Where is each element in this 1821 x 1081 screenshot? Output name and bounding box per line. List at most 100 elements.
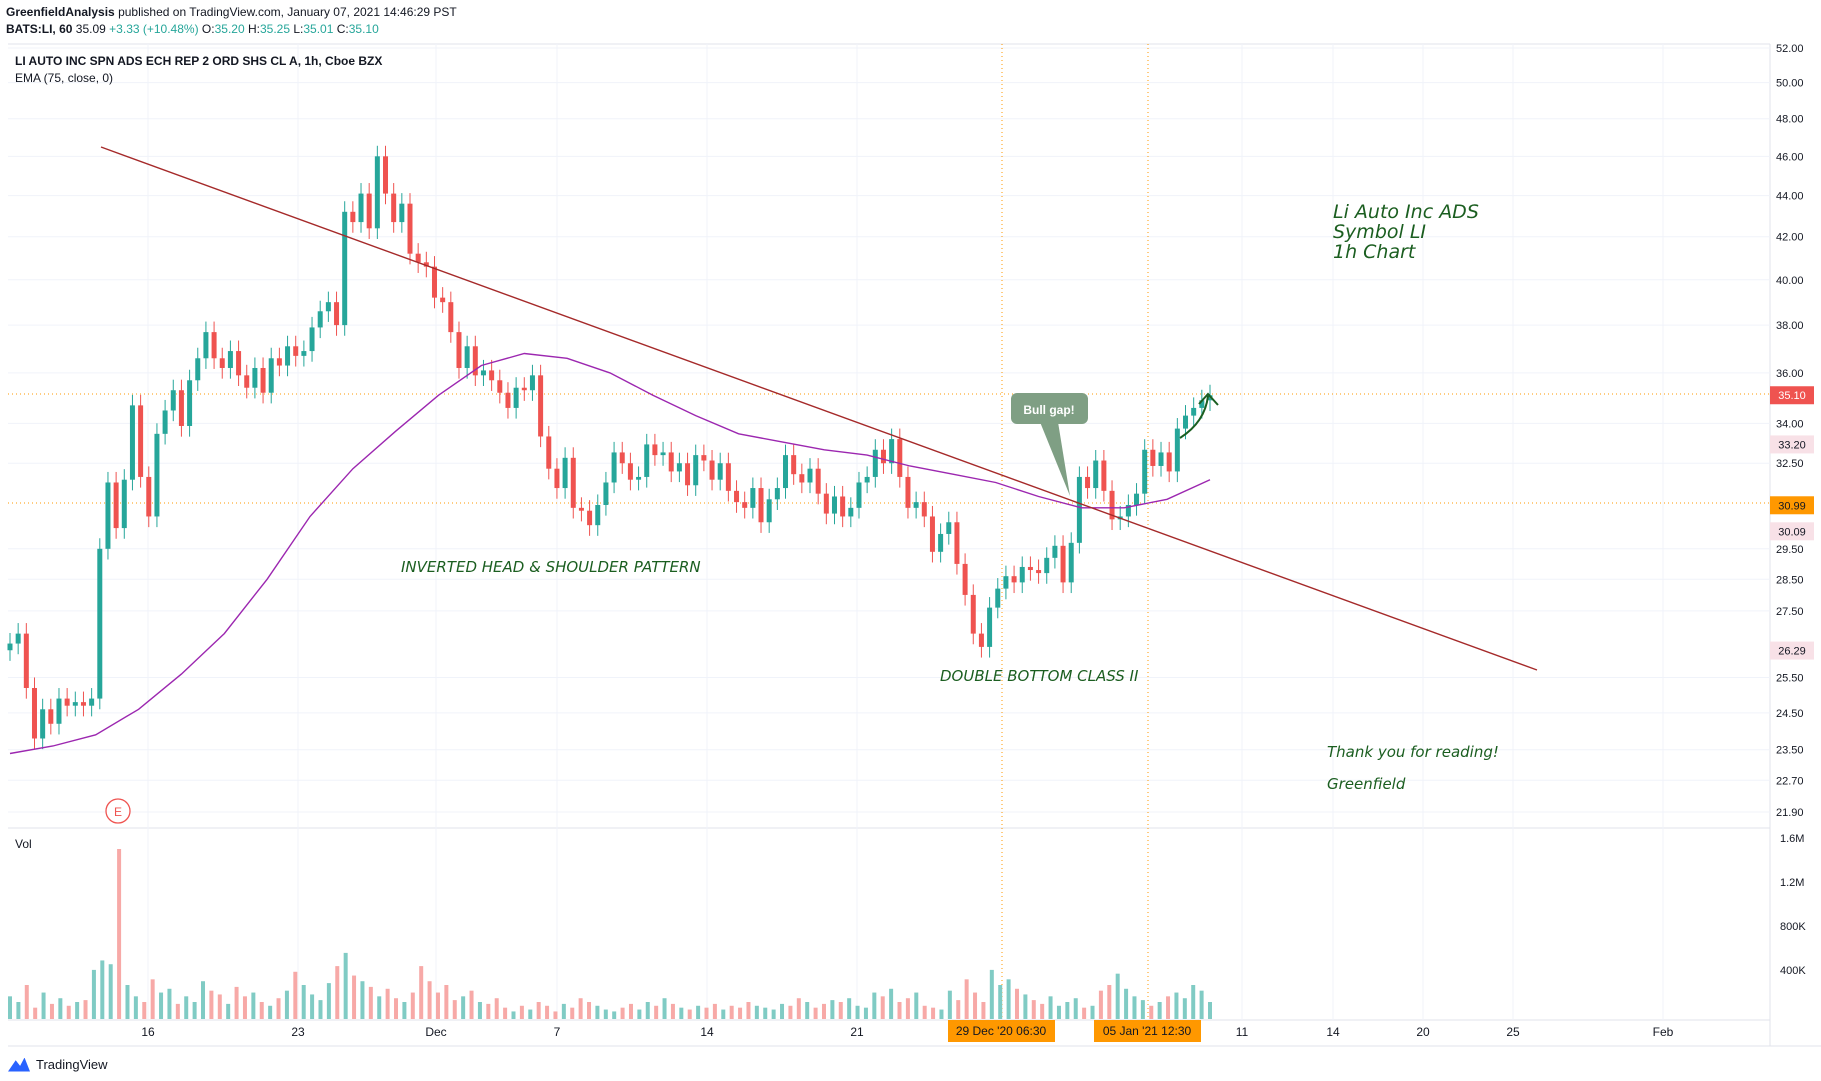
annotation-title-2: Symbol LI bbox=[1333, 221, 1426, 243]
candle-91 bbox=[750, 477, 756, 519]
time-axis[interactable]: 16 23 Dec 7 14 21 11 14 20 25 Feb bbox=[141, 1025, 1673, 1039]
candle-body-107 bbox=[880, 449, 886, 464]
volume-bar-46 bbox=[394, 998, 399, 1019]
candle-73 bbox=[603, 471, 609, 516]
candle-110 bbox=[905, 466, 911, 519]
candle-60 bbox=[497, 369, 503, 404]
candle-body-25 bbox=[211, 332, 217, 359]
volume-bar-8 bbox=[75, 1002, 80, 1019]
candle-body-137 bbox=[1125, 504, 1131, 517]
volume-bar-143 bbox=[1208, 1002, 1212, 1019]
close-label: C: bbox=[336, 22, 349, 36]
candle-25 bbox=[211, 321, 217, 369]
volume-bar-71 bbox=[603, 1009, 608, 1019]
candle-body-34 bbox=[285, 346, 291, 366]
volume-bar-48 bbox=[410, 992, 415, 1019]
candle-68 bbox=[562, 447, 568, 499]
volume-bar-124 bbox=[1048, 996, 1053, 1019]
candle-105 bbox=[864, 466, 870, 494]
candle-body-17 bbox=[146, 476, 152, 517]
candle-body-77 bbox=[636, 476, 642, 480]
trendline[interactable] bbox=[100, 146, 1538, 671]
candle-body-72 bbox=[595, 504, 601, 526]
volume-bar-64 bbox=[545, 1005, 550, 1019]
candle-26 bbox=[219, 347, 225, 379]
ema-line[interactable] bbox=[9, 352, 1211, 755]
author-name[interactable]: GreenfieldAnalysis bbox=[6, 5, 115, 19]
volume-bar-99 bbox=[838, 1002, 843, 1019]
candle-body-56 bbox=[464, 346, 470, 368]
volume-bar-51 bbox=[435, 992, 440, 1019]
volume-bar-75 bbox=[637, 1009, 642, 1019]
candle-body-29 bbox=[244, 375, 250, 388]
tradingview-logo-text: TradingView bbox=[36, 1057, 108, 1072]
candle-body-120 bbox=[987, 607, 993, 647]
candle-132 bbox=[1085, 466, 1091, 499]
candle-body-1 bbox=[15, 633, 21, 644]
candle-12 bbox=[105, 471, 111, 560]
volume-bar-3 bbox=[33, 1007, 38, 1019]
candle-body-132 bbox=[1085, 476, 1091, 489]
candle-54 bbox=[448, 291, 454, 343]
price-axis[interactable]: 52.00 50.00 48.00 46.00 44.00 42.00 40.00 38.00… bbox=[1776, 43, 1804, 819]
volume-bar-69 bbox=[587, 1002, 592, 1019]
candle-body-9 bbox=[80, 702, 86, 706]
candle-121 bbox=[995, 578, 1001, 619]
bull-gap-callout[interactable]: Bull gap! bbox=[1011, 393, 1088, 496]
candle-body-138 bbox=[1134, 493, 1140, 505]
low-value: 35.01 bbox=[303, 22, 334, 36]
candle-body-91 bbox=[750, 488, 756, 508]
volume-bar-58 bbox=[494, 998, 499, 1019]
candle-body-79 bbox=[652, 444, 658, 456]
candle-37 bbox=[309, 316, 315, 362]
candle-body-26 bbox=[219, 358, 225, 368]
candle-body-71 bbox=[587, 510, 593, 526]
y-tick-label-2: 48.00 bbox=[1776, 114, 1804, 126]
candle-body-106 bbox=[872, 449, 878, 477]
price-tag-4: 26.29 bbox=[1778, 646, 1806, 658]
candle-body-54 bbox=[448, 302, 454, 333]
annotation-signature: Greenfield bbox=[1327, 775, 1406, 793]
earnings-marker[interactable] bbox=[105, 798, 131, 824]
date-tag-2: 05 Jan '21 12:30 bbox=[1094, 1020, 1201, 1042]
x-tick-label-4: 14 bbox=[700, 1025, 714, 1039]
grid bbox=[8, 47, 1770, 813]
candle-body-44 bbox=[366, 193, 372, 229]
candle-body-140 bbox=[1150, 449, 1156, 466]
candle-31 bbox=[260, 357, 266, 404]
candle-64 bbox=[529, 364, 535, 401]
volume-bar-53 bbox=[452, 1000, 457, 1019]
candle-9 bbox=[80, 691, 86, 717]
y-tick-label-1: 50.00 bbox=[1776, 78, 1804, 90]
candle-body-20 bbox=[170, 390, 176, 411]
candle-body-21 bbox=[178, 390, 184, 426]
candle-84 bbox=[693, 444, 699, 496]
candle-body-11 bbox=[97, 548, 103, 699]
volume-legend: Vol bbox=[15, 837, 32, 851]
volume-bar-137 bbox=[1157, 1002, 1162, 1019]
candle-body-83 bbox=[685, 463, 691, 486]
tradingview-logo[interactable]: TradingView bbox=[8, 1057, 108, 1072]
candle-body-60 bbox=[497, 380, 503, 393]
y-tick-label-10: 32.50 bbox=[1776, 458, 1804, 470]
candle-body-15 bbox=[129, 405, 135, 480]
volume-bar-66 bbox=[561, 1003, 566, 1019]
candle-body-37 bbox=[309, 327, 315, 352]
up-arrow bbox=[1179, 395, 1209, 439]
volume-bar-23 bbox=[201, 981, 206, 1019]
volume-bar-115 bbox=[973, 992, 978, 1019]
symbol-interval[interactable]: BATS:LI, 60 bbox=[6, 22, 73, 36]
volume-bar-133 bbox=[1124, 988, 1129, 1019]
candle-body-98 bbox=[807, 468, 813, 483]
candle-80 bbox=[660, 441, 666, 466]
volume-bar-40 bbox=[343, 952, 348, 1019]
candle-body-4 bbox=[40, 709, 46, 739]
candle-body-0 bbox=[7, 643, 13, 651]
candle-body-49 bbox=[407, 203, 413, 254]
volume-tick-label-2: 800K bbox=[1780, 921, 1806, 933]
candle-125 bbox=[1027, 556, 1033, 581]
indicator-legend[interactable]: EMA (75, close, 0) bbox=[15, 71, 113, 85]
high-value: 35.25 bbox=[259, 22, 290, 36]
candle-55 bbox=[456, 321, 462, 379]
